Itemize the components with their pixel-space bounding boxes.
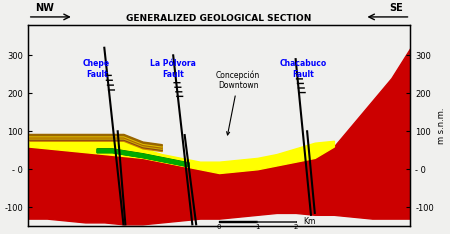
Title: GENERALIZED GEOLOGICAL SECTION: GENERALIZED GEOLOGICAL SECTION [126, 14, 312, 23]
Text: SE: SE [389, 3, 403, 13]
Text: 0: 0 [217, 223, 221, 230]
Text: Chacabuco
Fault: Chacabuco Fault [279, 59, 327, 79]
Y-axis label: m s.n.m.: m s.n.m. [437, 107, 446, 144]
Text: Chepe
Fault: Chepe Fault [83, 59, 110, 79]
Text: La Pólvora
Fault: La Pólvora Fault [150, 59, 196, 79]
Text: NW: NW [36, 3, 54, 13]
Text: Km: Km [303, 217, 315, 226]
Text: Concepción
Downtown: Concepción Downtown [216, 70, 261, 135]
Text: 1: 1 [255, 223, 260, 230]
Text: 2: 2 [293, 223, 298, 230]
